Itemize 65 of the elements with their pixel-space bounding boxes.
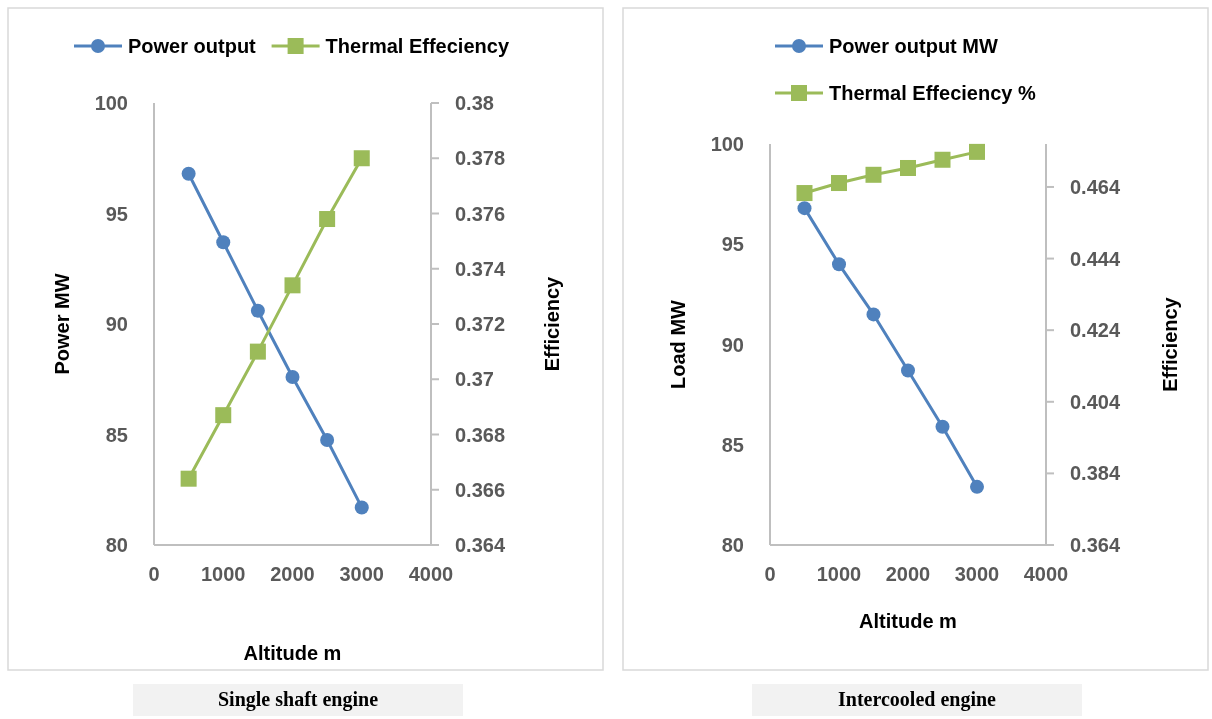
legend-label: Power output MW bbox=[829, 35, 998, 57]
x-axis-title: Altitude m bbox=[243, 642, 342, 664]
point bbox=[250, 303, 265, 318]
x-tick-label: 3000 bbox=[954, 563, 1000, 585]
y-tick-label: 95 bbox=[721, 233, 744, 256]
y2-tick-label: 0.378 bbox=[455, 147, 506, 170]
y-axis-title: Power MW bbox=[51, 273, 73, 375]
y-tick-label: 100 bbox=[94, 92, 128, 114]
x-tick-label: 1000 bbox=[201, 563, 246, 585]
y2-tick-label: 0.372 bbox=[455, 313, 506, 335]
x-axis-title: Altitude m bbox=[859, 610, 957, 632]
y-tick-label: 95 bbox=[105, 202, 128, 225]
text: Intercooled engine bbox=[838, 688, 997, 711]
y-tick-label: 85 bbox=[721, 433, 744, 456]
y2-tick-label: 0.374 bbox=[455, 257, 506, 280]
point bbox=[180, 470, 197, 487]
y2-tick-label: 0.38 bbox=[455, 92, 494, 114]
y2-tick-label: 0.404 bbox=[1070, 390, 1121, 413]
point bbox=[216, 235, 231, 250]
point bbox=[935, 419, 950, 434]
y-axis-title: Load MW bbox=[667, 299, 689, 389]
y-tick-label: 90 bbox=[721, 333, 744, 356]
point bbox=[215, 407, 232, 424]
x-tick-label: 1000 bbox=[816, 563, 862, 585]
y2-tick-label: 0.444 bbox=[1070, 247, 1121, 270]
point bbox=[970, 479, 984, 494]
point bbox=[285, 370, 300, 385]
point bbox=[866, 307, 881, 322]
y2-tick-label: 0.366 bbox=[455, 478, 506, 501]
legend-label: Power output bbox=[128, 35, 257, 57]
point bbox=[181, 166, 196, 181]
point bbox=[353, 150, 370, 167]
point bbox=[354, 500, 369, 515]
x-tick-label: 2000 bbox=[885, 563, 931, 585]
legend-label: Thermal Effeciency % bbox=[829, 82, 1036, 104]
point bbox=[901, 363, 915, 378]
x-tick-label: 4000 bbox=[408, 563, 454, 585]
x-tick-label: 2000 bbox=[270, 563, 315, 585]
x-tick-label: 3000 bbox=[339, 563, 384, 585]
x-tick-label: 0 bbox=[148, 563, 160, 585]
y2-tick-label: 0.384 bbox=[1070, 462, 1121, 485]
y-tick-label: 80 bbox=[105, 534, 128, 556]
y2-axis-title: Efficiency bbox=[1159, 296, 1181, 392]
y2-tick-label: 0.464 bbox=[1070, 175, 1121, 198]
point bbox=[319, 211, 336, 228]
text: Single shaft engine bbox=[217, 688, 379, 711]
x-tick-label: 4000 bbox=[1023, 563, 1069, 585]
y2-axis-title: Efficiency bbox=[541, 275, 563, 372]
y2-tick-label: 0.364 bbox=[1070, 534, 1121, 556]
y2-tick-label: 0.364 bbox=[455, 534, 506, 556]
point bbox=[249, 343, 266, 360]
y2-tick-label: 0.376 bbox=[455, 202, 506, 225]
point bbox=[832, 257, 846, 272]
x-tick-label: 0 bbox=[764, 563, 776, 585]
point bbox=[320, 433, 335, 448]
y2-tick-label: 0.424 bbox=[1070, 319, 1121, 342]
y-tick-label: 85 bbox=[105, 423, 128, 446]
y2-tick-label: 0.368 bbox=[455, 423, 506, 446]
y-tick-label: 90 bbox=[105, 313, 128, 335]
y-tick-label: 100 bbox=[710, 133, 744, 155]
point bbox=[284, 277, 301, 294]
point bbox=[797, 201, 812, 216]
legend-label: Thermal Effeciency bbox=[325, 35, 510, 57]
y-tick-label: 80 bbox=[721, 534, 744, 556]
y2-tick-label: 0.37 bbox=[455, 368, 494, 391]
